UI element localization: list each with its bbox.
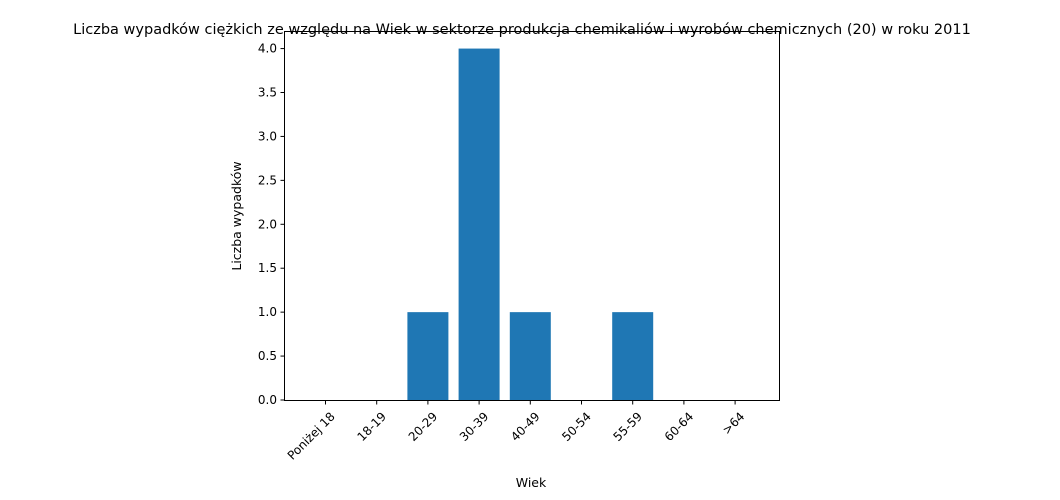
chart-title: Liczba wypadków ciężkich ze względu na W… (73, 22, 971, 38)
x-tick-label-1: 18-19 (354, 409, 389, 444)
x-tick-label-5: 50-54 (559, 409, 594, 444)
y-tick-label-5: 2.5 (258, 173, 277, 187)
y-tick-label-6: 3.0 (258, 129, 277, 143)
y-tick-label-2: 1.0 (258, 305, 277, 319)
bar-4 (509, 312, 551, 400)
x-axis: Poniżej 18 18-19 20-29 30-39 40-49 50-54 55-59… (285, 400, 748, 463)
y-axis: 0.0 0.5 1.0 1.5 2.0 2.5 3.0 3.5 4.0 (258, 42, 285, 407)
y-tick-label-1: 0.5 (258, 349, 277, 363)
bar-6 (612, 312, 654, 400)
y-axis-label: Liczba wypadków (229, 161, 244, 270)
bar-3 (458, 48, 500, 400)
x-tick-label-0: Poniżej 18 (285, 409, 338, 462)
y-tick-label-3: 1.5 (258, 261, 277, 275)
y-tick-label-8: 4.0 (258, 42, 277, 56)
bar-2 (407, 312, 449, 400)
plot-frame (284, 31, 780, 401)
y-tick-label-4: 2.0 (258, 217, 277, 231)
x-tick-label-4: 40-49 (508, 409, 543, 444)
x-tick-label-7: 60-64 (662, 409, 697, 444)
y-tick-label-0: 0.0 (258, 393, 277, 407)
x-axis-label: Wiek (516, 475, 547, 490)
y-tick-label-7: 3.5 (258, 86, 277, 100)
x-tick-label-6: 55-59 (610, 409, 645, 444)
x-tick-label-2: 20-29 (406, 409, 441, 444)
bars-group (407, 48, 654, 400)
x-tick-label-3: 30-39 (457, 409, 492, 444)
x-tick-label-8: >64 (720, 409, 748, 437)
